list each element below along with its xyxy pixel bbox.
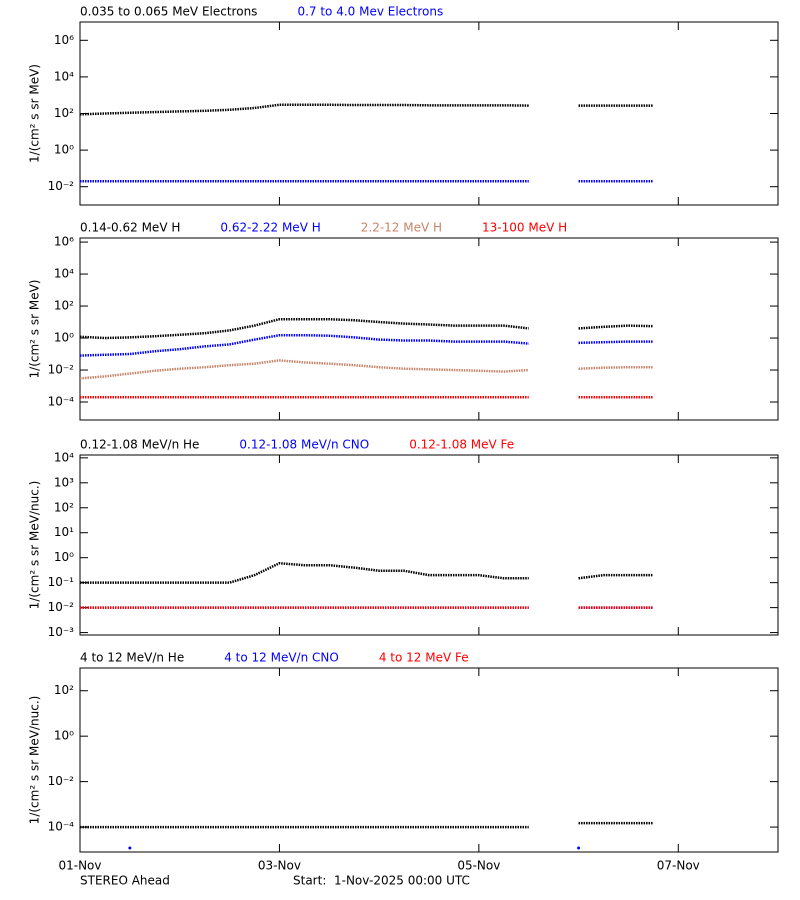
legend-entry: 4 to 12 MeV/n CNO [224,651,339,665]
data-line [578,340,654,345]
y-axis-label: 1/(cm² s sr MeV) [28,280,42,379]
data-point [577,846,581,850]
legend-entry: 0.12-1.08 MeV/n He [80,438,199,452]
y-axis-label: 1/(cm² s sr MeV/nuc.) [28,696,42,825]
data-line [578,365,654,371]
legend-entry: 0.12-1.08 MeV Fe [409,438,514,452]
y-tick-label: 10⁶ [54,33,74,47]
y-tick-label: 10⁴ [54,450,74,464]
data-line [578,573,654,580]
plot-frame [79,667,779,853]
y-tick-label: 10² [54,299,74,313]
y-tick-label: 10⁴ [54,267,74,281]
y-tick-label: 10⁻² [48,600,75,614]
legend-entry: 0.62-2.22 MeV H [220,221,320,235]
data-line [578,324,654,330]
y-tick-label: 10⁰ [54,729,74,743]
x-tick-label: 05-Nov [457,859,500,873]
plot-frame [79,237,779,421]
y-tick-label: 10⁻¹ [48,575,75,589]
x-tick-label: 01-Nov [58,859,101,873]
y-tick-label: 10⁶ [54,235,74,249]
y-tick-label: 10⁻² [48,179,75,193]
plot-frame [79,21,779,206]
legend-entry: 0.035 to 0.065 MeV Electrons [80,5,257,19]
legend-entry: 0.12-1.08 MeV/n CNO [239,438,369,452]
y-tick-label: 10⁻² [48,363,75,377]
y-tick-label: 10⁻⁴ [48,395,75,409]
footer-right: Start: 1-Nov-2025 00:00 UTC [293,874,470,888]
data-line [79,359,529,380]
x-tick-label: 03-Nov [258,859,301,873]
y-tick-label: 10⁰ [54,143,74,157]
data-line [80,561,529,584]
y-tick-label: 10⁻² [48,774,75,788]
legend-entry: 2.2-12 MeV H [361,221,442,235]
data-line [79,333,529,357]
y-tick-label: 10⁻⁴ [48,820,75,834]
plot-frame [79,454,779,636]
legend-entry: 0.7 to 4.0 Mev Electrons [297,5,443,19]
x-tick-label: 07-Nov [657,859,700,873]
data-line [79,103,529,116]
y-axis-label: 1/(cm² s sr MeV) [28,64,42,163]
y-axis-label: 1/(cm² s sr MeV/nuc.) [28,481,42,610]
y-tick-label: 10⁴ [54,69,74,83]
legend-entry: 4 to 12 MeV/n He [80,651,184,665]
data-line [79,317,529,340]
y-tick-label: 10² [54,500,74,514]
y-tick-label: 10¹ [54,525,74,539]
y-tick-label: 10⁰ [54,331,74,345]
y-tick-label: 10² [54,683,74,697]
footer-left: STEREO Ahead [80,874,170,888]
y-tick-label: 10³ [54,475,74,489]
legend-entry: 13-100 MeV H [482,221,567,235]
y-tick-label: 10⁻³ [48,625,75,639]
y-tick-label: 10² [54,106,74,120]
legend-entry: 4 to 12 MeV Fe [379,651,469,665]
legend-entry: 0.14-0.62 MeV H [80,221,180,235]
y-tick-label: 10⁰ [54,550,74,564]
data-point [128,846,132,850]
